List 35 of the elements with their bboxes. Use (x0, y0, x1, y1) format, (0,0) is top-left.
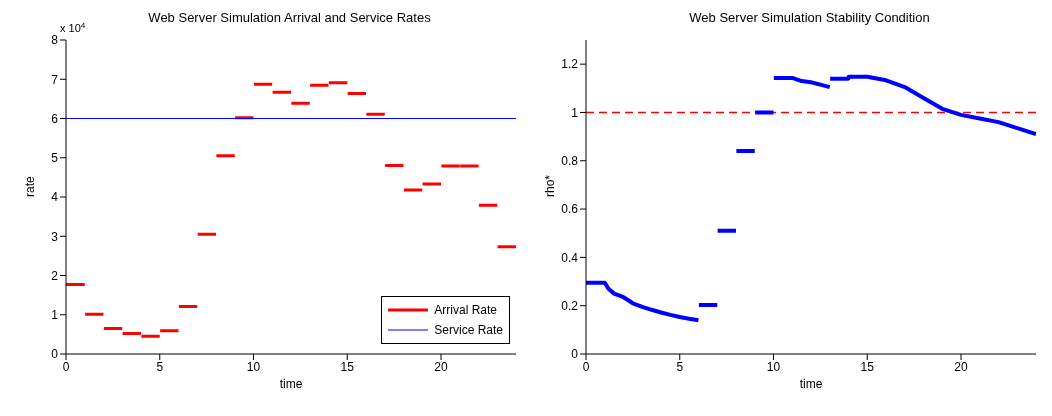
y-tick-label: 3 (51, 229, 59, 244)
y-tick-label: 7 (51, 72, 59, 87)
y-axis-title: rho* (543, 174, 558, 197)
x-tick-label: 10 (766, 359, 781, 374)
y-tick-label: 6 (51, 111, 59, 126)
x-axis-title: time (799, 377, 823, 391)
y-tick-label: 0.4 (561, 250, 579, 265)
x-axis-title: time (279, 377, 303, 391)
chart-title: Web Server Simulation Arrival and Service Rates (148, 10, 431, 25)
y-tick-label: 1.2 (561, 57, 579, 72)
x-tick-label: 20 (434, 359, 448, 374)
y-tick-label: 0.2 (561, 298, 579, 313)
x-tick-label: 15 (340, 359, 355, 374)
x-tick-label: 5 (676, 359, 684, 374)
y-tick-label: 2 (51, 268, 59, 283)
text: x 10$^{4}$ (60, 20, 86, 34)
y-tick-label: 4 (51, 190, 59, 205)
legend-label: Service Rate (434, 323, 503, 337)
x-tick-label: 0 (62, 359, 70, 374)
y-tick-label: 8 (51, 33, 59, 48)
chart-title: Web Server Simulation Stability Condition (688, 10, 931, 25)
x-tick-label: 20 (954, 359, 968, 374)
y-tick-label: 0 (571, 347, 579, 362)
y-tick-label: 0.8 (561, 154, 579, 169)
legend-label: Arrival Rate (434, 303, 497, 317)
y-tick-label: 0.6 (561, 202, 579, 217)
y-axis-title: rate (23, 176, 38, 197)
x-tick-label: 15 (860, 359, 875, 374)
x-tick-label: 5 (156, 359, 164, 374)
y-tick-label: 1 (571, 105, 579, 120)
x-tick-label: 10 (246, 359, 261, 374)
x-tick-label: 0 (582, 359, 590, 374)
y-tick-label: 5 (51, 151, 59, 166)
y-tick-label: 1 (51, 308, 59, 323)
y-tick-label: 0 (51, 347, 59, 362)
